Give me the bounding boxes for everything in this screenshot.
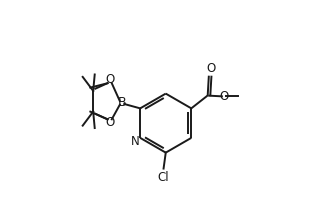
Text: O: O	[105, 116, 114, 129]
Text: O: O	[105, 73, 114, 86]
Text: O: O	[207, 62, 216, 75]
Text: O: O	[219, 90, 229, 103]
Text: N: N	[131, 135, 140, 148]
Text: B: B	[117, 96, 126, 109]
Text: Cl: Cl	[158, 171, 169, 184]
